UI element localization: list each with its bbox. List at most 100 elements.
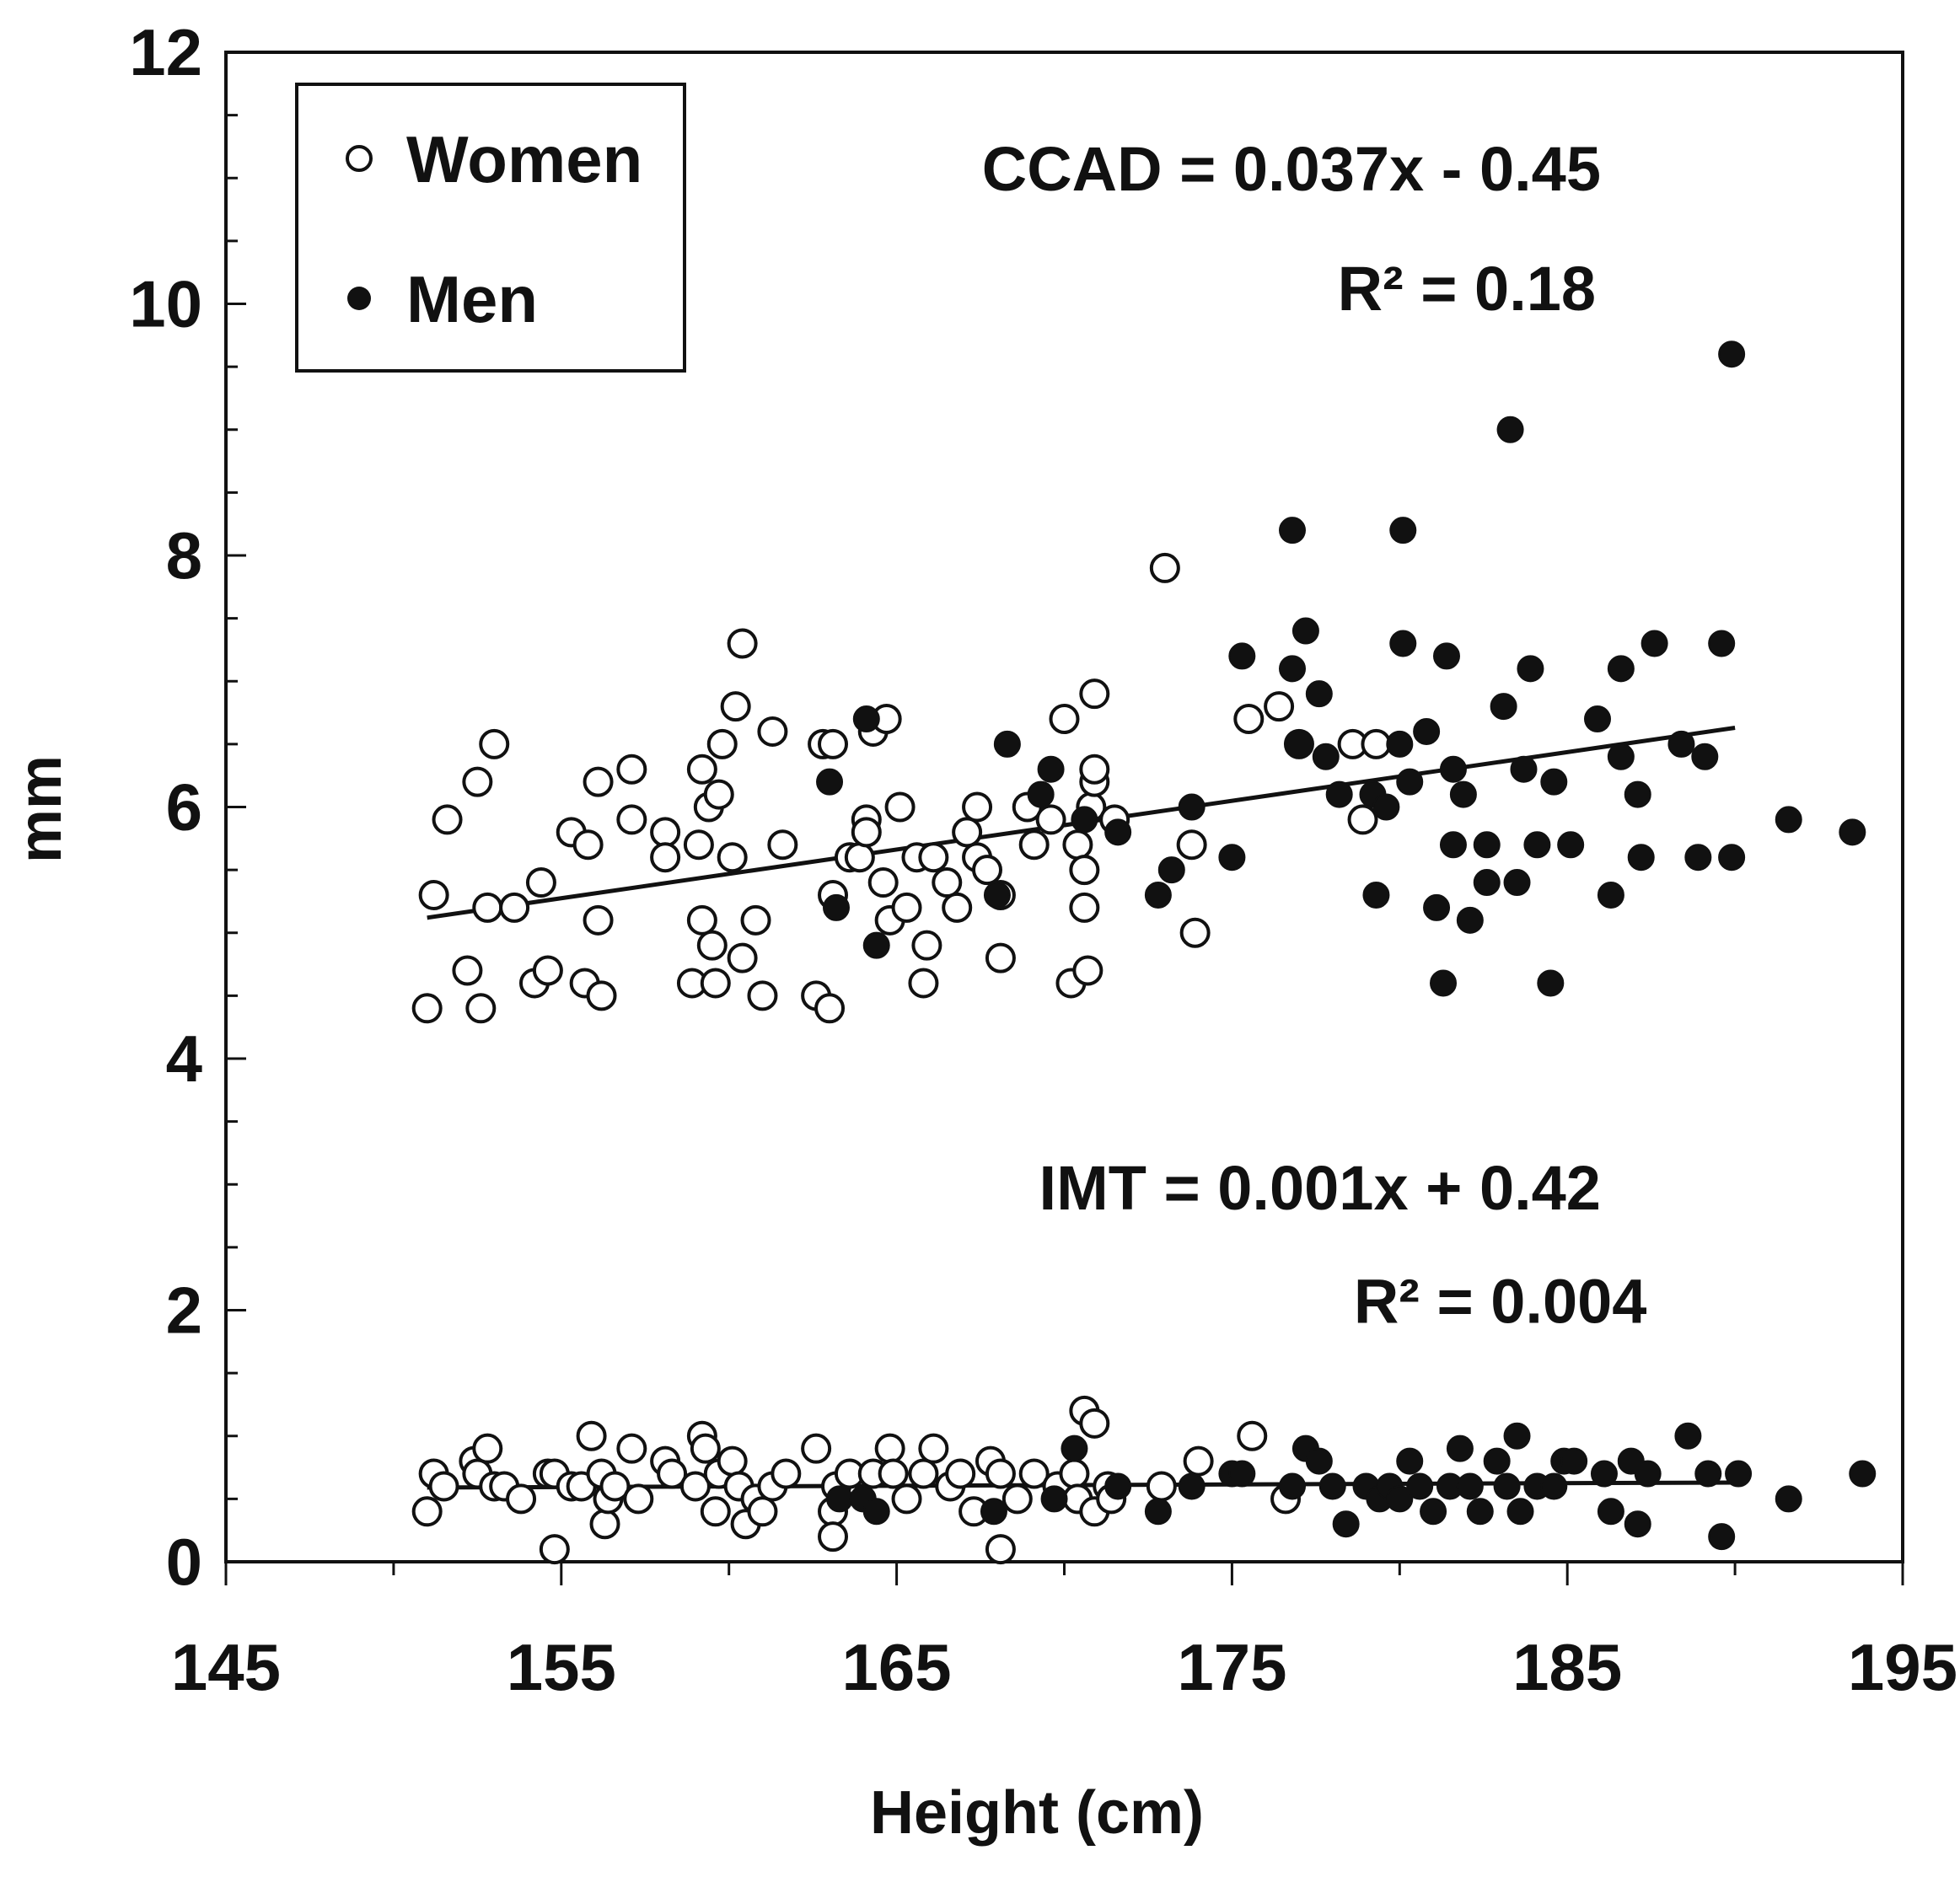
women-point (1179, 917, 1211, 948)
legend-label-women: Women (406, 122, 642, 196)
women-point (878, 1458, 909, 1489)
women-point (599, 1471, 631, 1502)
women-point (757, 716, 788, 747)
women-point (650, 842, 681, 873)
men-point (1607, 743, 1635, 770)
men-point (1640, 630, 1668, 657)
men-point (1446, 1435, 1474, 1462)
men-point (1560, 1447, 1588, 1475)
legend-label-men: Men (406, 262, 538, 336)
men-point (1718, 844, 1746, 871)
y-tick-label: 4 (166, 1022, 202, 1096)
women-point (1035, 804, 1066, 835)
legend: Women Men (295, 83, 686, 373)
men-point (822, 893, 850, 921)
women-point (942, 892, 973, 923)
women-point (1072, 955, 1104, 986)
women-point (874, 1433, 905, 1464)
men-point (1157, 856, 1185, 884)
women-point (703, 779, 734, 810)
women-point (1049, 704, 1080, 735)
x-tick-label: 165 (842, 1630, 952, 1704)
women-point (985, 1534, 1016, 1565)
women-point (720, 691, 751, 722)
men-point (1305, 680, 1333, 708)
men-point (1386, 730, 1414, 758)
y-tick-label: 12 (129, 15, 202, 89)
y-tick-label: 8 (166, 518, 202, 593)
women-point (1069, 855, 1100, 886)
imt-equation: IMT = 0.001x + 0.42 (1039, 1153, 1601, 1223)
women-point (814, 993, 846, 1024)
women-point (1183, 1445, 1214, 1477)
women-point (918, 842, 949, 873)
women-point (1018, 1458, 1050, 1489)
men-point (1325, 780, 1353, 808)
women-point (472, 892, 503, 923)
men-point (862, 1498, 890, 1526)
men-point (1493, 1472, 1521, 1500)
men-point (1372, 793, 1400, 821)
women-point (952, 817, 983, 848)
men-point (1228, 642, 1256, 670)
men-point (1624, 780, 1651, 808)
women-point (1079, 678, 1110, 710)
women-point (844, 842, 875, 873)
women-point (650, 817, 681, 848)
men-point (1725, 1460, 1753, 1488)
men-point (1305, 1447, 1333, 1475)
men-point (1332, 1510, 1360, 1538)
men-point (1104, 1472, 1132, 1500)
men-point (1775, 806, 1802, 834)
women-point (932, 867, 963, 898)
men-point (1178, 1472, 1206, 1500)
men-point (1694, 1460, 1722, 1488)
women-point (1069, 892, 1100, 923)
men-point (1456, 1472, 1484, 1500)
women-point (884, 791, 916, 823)
men-point (1839, 818, 1866, 846)
women-point (506, 1483, 537, 1515)
men-point (1510, 755, 1538, 783)
y-tick-label: 0 (166, 1525, 202, 1599)
men-point (825, 1485, 853, 1513)
x-tick-label: 155 (507, 1630, 616, 1704)
men-point (1708, 630, 1736, 657)
men-point (1386, 1485, 1414, 1513)
men-point (1775, 1485, 1802, 1513)
women-point (851, 817, 882, 848)
men-point (1449, 780, 1477, 808)
women-point (911, 930, 942, 961)
men-point (1490, 693, 1517, 721)
men-point (862, 931, 890, 959)
women-point (472, 1433, 503, 1464)
men-point (1104, 818, 1132, 846)
women-point (532, 955, 563, 986)
men-point (1506, 1498, 1534, 1526)
ccad-equation: CCAD = 0.037x - 0.45 (982, 134, 1601, 204)
men-point (1684, 844, 1712, 871)
women-point (583, 904, 614, 936)
women-point (690, 1433, 721, 1464)
men-point (1537, 969, 1565, 997)
men-point (1027, 780, 1055, 808)
women-point (918, 1433, 949, 1464)
men-point (1279, 655, 1307, 683)
women-point (1361, 728, 1392, 759)
women-point (1233, 704, 1265, 735)
men-point (1517, 655, 1544, 683)
women-point (432, 804, 463, 835)
women-point (1176, 829, 1207, 861)
men-point (1228, 1460, 1256, 1488)
women-point (1264, 691, 1295, 722)
women-point (616, 753, 647, 785)
men-point (1040, 1485, 1068, 1513)
women-point (462, 766, 493, 797)
men-point (1279, 1472, 1307, 1500)
men-point (1607, 655, 1635, 683)
women-point (1237, 1420, 1268, 1451)
men-point (1037, 755, 1065, 783)
men-point (1291, 617, 1319, 645)
men-point (983, 881, 1011, 909)
